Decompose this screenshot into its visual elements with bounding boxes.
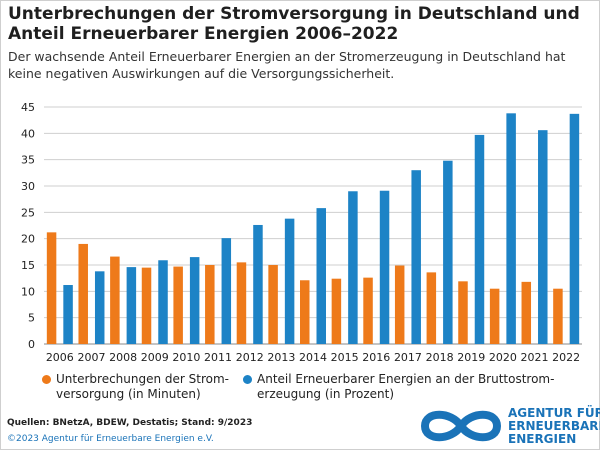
y-tick-label: 35 (21, 154, 35, 167)
x-tick-label: 2010 (172, 351, 200, 364)
y-tick-label: 5 (28, 312, 35, 325)
bar-interruptions (236, 262, 247, 344)
x-tick-label: 2020 (489, 351, 517, 364)
bar-renewables (126, 267, 137, 344)
bar-interruptions (173, 266, 183, 344)
bar-renewables (189, 257, 200, 344)
legend-label-renewables: Anteil Erneuerbarer Energien an der Brut… (257, 372, 555, 401)
bar-interruptions (78, 243, 88, 344)
bar-interruptions (268, 265, 278, 344)
bar-renewables (379, 190, 390, 344)
sources-note: Quellen: BNetzA, BDEW, Destatis; Stand: … (7, 418, 253, 428)
bar-interruptions (110, 256, 120, 344)
legend-label-interruptions: Unterbrechungen der Strom- versorgung (i… (56, 372, 230, 401)
bar-renewables (538, 130, 548, 344)
y-tick-label: 30 (21, 180, 35, 193)
x-tick-label: 2021 (521, 351, 549, 364)
x-tick-label: 2017 (394, 351, 422, 364)
bar-renewables (158, 260, 168, 344)
bar-interruptions (426, 272, 437, 344)
bar-interruptions (205, 265, 215, 344)
bar-renewables (253, 224, 263, 344)
bar-renewables (63, 285, 73, 344)
y-tick-label: 20 (21, 233, 35, 246)
bar-renewables (348, 191, 358, 344)
x-tick-label: 2018 (426, 351, 454, 364)
bar-renewables (506, 113, 516, 344)
x-tick-label: 2012 (236, 351, 264, 364)
bar-interruptions (394, 265, 405, 344)
legend-orange-dot (42, 375, 51, 384)
bar-interruptions (489, 288, 500, 344)
bar-interruptions (331, 278, 342, 344)
bar-renewables (316, 208, 326, 344)
y-tick-label: 15 (21, 259, 35, 272)
y-tick-label: 45 (21, 101, 35, 114)
bar-chart: 0 5 10 15 20 25 30 35 40 45 2006 2007 2008 2009 2010 20… (21, 101, 582, 364)
copyright-note: ©2023 Agentur für Erneuerbare Energien e… (7, 434, 214, 444)
bar-interruptions (363, 277, 373, 344)
infinity-logo-icon (420, 410, 502, 442)
bar-interruptions (458, 281, 468, 344)
chart-title: Unterbrechungen der Stromversorgung in D… (8, 4, 580, 44)
bar-renewables (569, 113, 580, 344)
x-tick-label: 2022 (552, 351, 580, 364)
logo-wordmark: AGENTUR FÜR ERNEUERBARE ENERGIEN (508, 406, 600, 446)
x-tick-label: 2015 (331, 351, 359, 364)
x-tick-label: 2009 (141, 351, 169, 364)
bar-renewables (221, 238, 232, 344)
bar-interruptions (300, 280, 310, 344)
bar-renewables (94, 271, 105, 344)
y-tick-label: 25 (21, 206, 35, 219)
y-tick-label: 0 (28, 338, 35, 351)
bar-interruptions (46, 232, 57, 344)
bar-renewables (443, 160, 453, 344)
x-tick-label: 2019 (457, 351, 485, 364)
x-tick-label: 2013 (267, 351, 295, 364)
x-tick-label: 2016 (362, 351, 390, 364)
chart-subtitle: Der wachsende Anteil Erneuerbarer Energi… (8, 49, 566, 81)
y-tick-label: 10 (21, 285, 35, 298)
x-tick-label: 2007 (77, 351, 105, 364)
bar-interruptions (141, 267, 152, 344)
bar-renewables (284, 218, 295, 344)
bar-interruptions (553, 288, 563, 344)
x-tick-label: 2014 (299, 351, 327, 364)
x-tick-label: 2008 (109, 351, 137, 364)
bar-renewables (474, 134, 485, 344)
bar-interruptions (521, 281, 532, 344)
y-tick-label: 40 (21, 127, 35, 140)
bar-renewables (411, 170, 421, 344)
legend-blue-dot (243, 375, 252, 384)
x-tick-label: 2011 (204, 351, 232, 364)
x-tick-label: 2006 (46, 351, 74, 364)
